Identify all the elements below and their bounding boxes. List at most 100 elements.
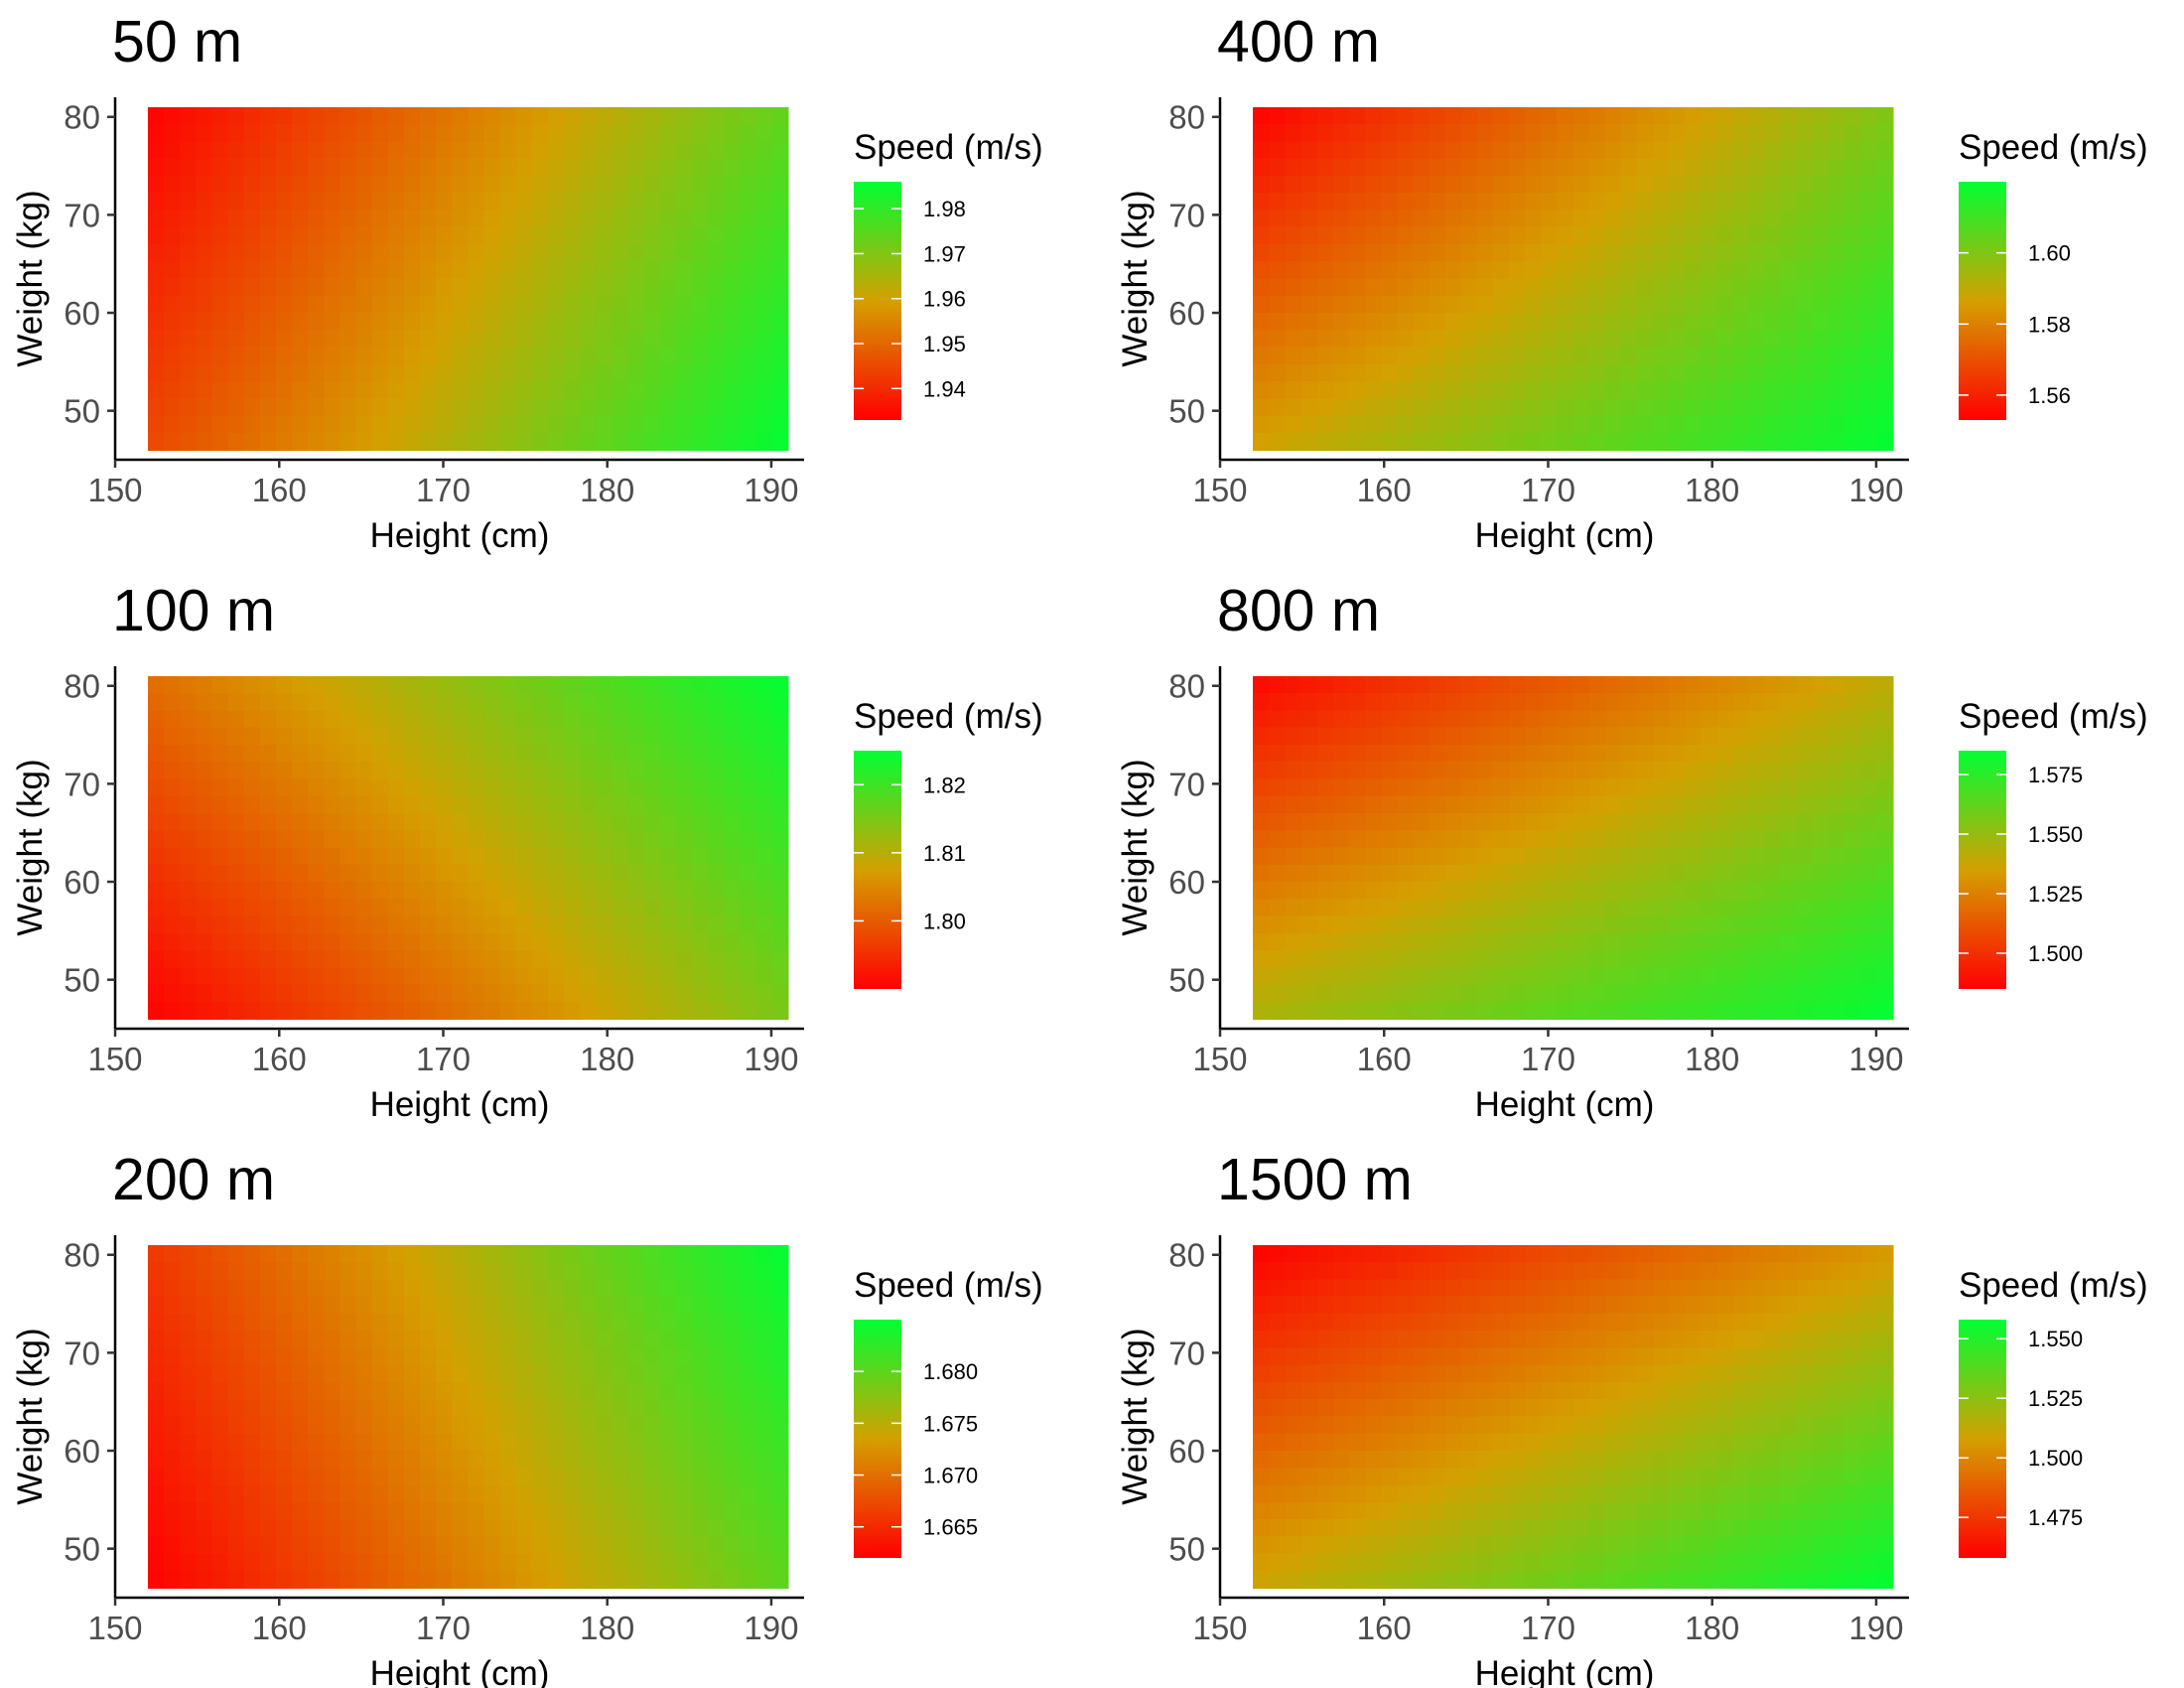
heatmap-cell: [436, 1001, 453, 1020]
heatmap-cell: [1380, 1433, 1398, 1452]
heatmap-cell: [403, 226, 421, 245]
heatmap-cell: [259, 158, 277, 177]
heatmap-cell: [1253, 727, 1270, 746]
heatmap-cell: [1829, 1399, 1845, 1418]
heatmap-cell: [547, 1279, 565, 1298]
panel-title: 100 m: [112, 578, 275, 643]
heatmap-cell: [1316, 141, 1334, 160]
heatmap-cell: [771, 727, 789, 746]
heatmap-cell: [771, 967, 789, 986]
heatmap-cell: [1476, 1364, 1494, 1383]
heatmap-cell: [1541, 984, 1558, 1003]
heatmap-cell: [1716, 932, 1734, 951]
heatmap-cell: [1397, 1416, 1414, 1435]
heatmap-cell: [1285, 830, 1302, 849]
heatmap-cell: [1492, 899, 1510, 917]
heatmap-cell: [148, 744, 165, 763]
heatmap-cell: [612, 1001, 629, 1020]
heatmap-cell: [1444, 1416, 1462, 1435]
heatmap-cell: [1380, 158, 1398, 177]
heatmap-cell: [1397, 899, 1414, 917]
heatmap-cell: [643, 1519, 661, 1538]
heatmap-cell: [1524, 158, 1542, 177]
heatmap-cell: [1541, 812, 1558, 832]
heatmap-cell: [483, 295, 501, 314]
heatmap-cell: [1829, 1501, 1845, 1520]
heatmap-cell: [612, 1433, 629, 1452]
heatmap-cell: [643, 261, 661, 280]
heatmap-cell: [643, 1416, 661, 1435]
heatmap-cell: [1860, 675, 1878, 694]
heatmap-cell: [1748, 1519, 1766, 1538]
heatmap-cell: [547, 1001, 565, 1020]
heatmap-cell: [1732, 210, 1750, 228]
heatmap-cell: [275, 864, 293, 883]
heatmap-cell: [436, 1451, 453, 1470]
heatmap-cell: [164, 261, 182, 280]
heatmap-cell: [771, 1433, 789, 1452]
heatmap-cell: [1604, 1001, 1622, 1020]
heatmap-cell: [1429, 398, 1446, 417]
heatmap-cell: [308, 812, 326, 832]
heatmap-cell: [1285, 1296, 1302, 1315]
heatmap-cell: [1476, 124, 1494, 143]
heatmap-cell: [499, 1501, 517, 1520]
legend-tick-label: 1.575: [2028, 763, 2083, 787]
heatmap-cell: [531, 398, 549, 417]
heatmap-cell: [164, 1536, 182, 1555]
heatmap-cell: [148, 278, 165, 297]
heatmap-cell: [1460, 675, 1478, 694]
heatmap-cell: [515, 210, 533, 228]
heatmap-cell: [1253, 675, 1270, 694]
heatmap-cell: [483, 398, 501, 417]
heatmap-cell: [675, 1001, 693, 1020]
heatmap-cell: [1300, 415, 1318, 434]
heatmap-cell: [292, 381, 309, 400]
heatmap-cell: [1332, 124, 1350, 143]
heatmap-cell: [1316, 1468, 1334, 1486]
heatmap-cell: [724, 830, 741, 849]
heatmap-cell: [403, 1416, 421, 1435]
heatmap-cell: [1269, 1519, 1287, 1538]
heatmap-cell: [1652, 106, 1670, 125]
heatmap-cell: [1508, 847, 1526, 866]
heatmap-cell: [1508, 1262, 1526, 1281]
heatmap-cell: [1524, 193, 1542, 211]
heatmap-cell: [643, 330, 661, 349]
heatmap-cell: [1748, 915, 1766, 934]
heatmap-cell: [1541, 762, 1558, 780]
heatmap-cell: [468, 1244, 485, 1263]
heatmap-cell: [659, 1296, 677, 1315]
heatmap-cell: [499, 398, 517, 417]
heatmap-cell: [563, 744, 581, 763]
panel-title: 400 m: [1217, 9, 1380, 74]
heatmap-cell: [1413, 744, 1431, 763]
heatmap-cell: [1652, 313, 1670, 332]
heatmap-cell: [1796, 967, 1814, 986]
heatmap-cell: [227, 727, 245, 746]
heatmap-cell: [531, 347, 549, 365]
heatmap-cell: [1397, 363, 1414, 382]
heatmap-cell: [1460, 175, 1478, 194]
heatmap-cell: [596, 915, 614, 934]
heatmap-cell: [164, 415, 182, 434]
heatmap-cell: [308, 1484, 326, 1503]
heatmap-cell: [436, 744, 453, 763]
heatmap-cell: [1732, 899, 1750, 917]
heatmap-cell: [596, 278, 614, 297]
heatmap-cell: [1253, 1484, 1270, 1503]
heatmap-cell: [1269, 882, 1287, 901]
heatmap-cell: [1380, 261, 1398, 280]
heatmap-cell: [596, 210, 614, 228]
heatmap-cell: [1829, 882, 1845, 901]
heatmap-cell: [547, 193, 565, 211]
heatmap-cell: [436, 141, 453, 160]
heatmap-cell: [675, 432, 693, 451]
heatmap-cell: [1636, 984, 1654, 1003]
heatmap-cell: [1460, 882, 1478, 901]
heatmap-cell: [1316, 710, 1334, 729]
heatmap-cell: [563, 313, 581, 332]
heatmap-cell: [1572, 1536, 1590, 1555]
heatmap-cell: [387, 295, 405, 314]
heatmap-cell: [164, 158, 182, 177]
